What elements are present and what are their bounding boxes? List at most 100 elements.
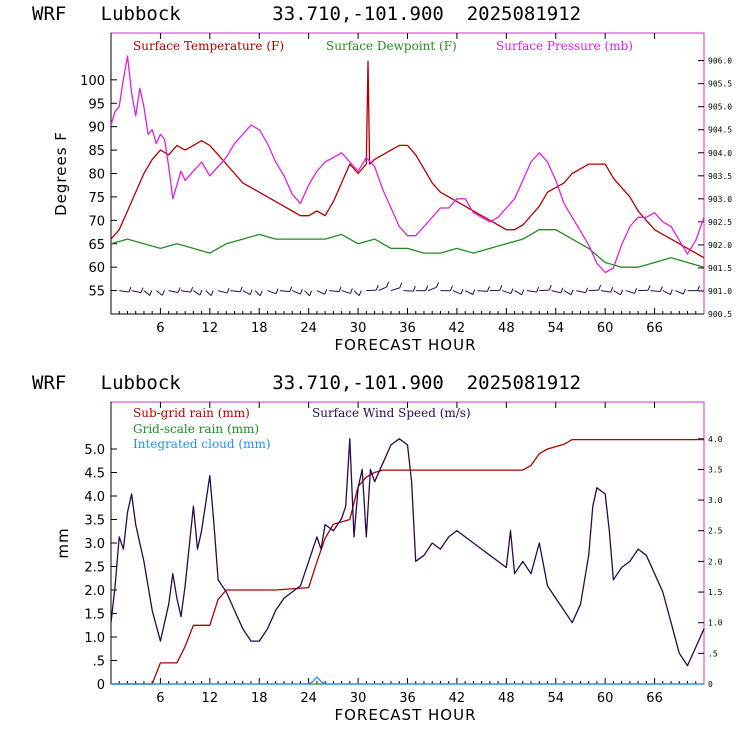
x-tick-label: 18	[251, 321, 268, 336]
coordinates: 33.710,-101.900	[272, 3, 444, 25]
wind-barb	[180, 290, 191, 293]
y-tick-label: 65	[88, 238, 105, 253]
wind-barb	[674, 290, 684, 295]
wind-barb-flag	[598, 284, 602, 291]
wind-barb-flag	[659, 286, 663, 292]
wind-barb	[341, 290, 351, 294]
series-line	[110, 55, 705, 274]
x-tick-label: 30	[350, 321, 367, 336]
wind-barb-flag	[697, 285, 700, 291]
wind-barb-flag	[472, 289, 476, 295]
y2-tick-label: 901.5	[708, 264, 732, 273]
precip-wind-chart: 6 12 18 24 30 36 42 48 54 60 66 0 .5 1.0 1.5 2.0 2.5 3.0 3…	[54, 401, 723, 724]
wind-barb-flag	[275, 288, 279, 294]
x-tick-label: 42	[449, 321, 466, 336]
y-tick-label: 3.0	[84, 537, 105, 552]
y2-tick-label: 1.0	[708, 619, 723, 628]
y2-tick-label: 0	[708, 680, 713, 689]
y2-tick-label: 906.0	[708, 57, 732, 66]
wind-barb-flag	[647, 285, 651, 291]
wind-barb	[378, 286, 387, 292]
y-tick-label: 55	[88, 285, 105, 300]
y2-tick-label: 902.5	[708, 218, 732, 227]
x-tick-label: 60	[597, 321, 614, 336]
x-axis-label: FORECAST HOUR	[334, 336, 476, 354]
wind-barb-flag	[682, 288, 686, 295]
y-tick-label: 75	[88, 191, 105, 206]
y2-tick-label: 3.5	[708, 465, 723, 474]
y2-tick-label: 903.5	[708, 172, 732, 181]
x-tick-label: 66	[646, 691, 663, 706]
series-line	[110, 438, 705, 667]
series-line	[110, 229, 705, 268]
x-tick-label: 48	[498, 691, 515, 706]
wind-barb	[131, 290, 142, 294]
y2-tick-label: 904.0	[708, 149, 732, 158]
wind-barb	[662, 290, 671, 295]
legend-entry: Grid-scale rain (mm)	[133, 422, 259, 436]
wind-barb-flag	[620, 289, 624, 295]
y-tick-label: 95	[88, 97, 105, 112]
y-tick-label: 2.0	[84, 584, 105, 599]
wind-barb	[551, 290, 562, 294]
y-tick-label: 1.5	[84, 608, 105, 623]
series-line	[110, 60, 705, 259]
wind-barb	[155, 290, 163, 296]
x-tick-label: 36	[399, 691, 416, 706]
wind-barb-flag	[324, 289, 328, 295]
legend-entry: Surface Dewpoint (F)	[326, 39, 457, 53]
wind-barb-flag	[199, 289, 203, 296]
legend-entry: Integrated cloud (mm)	[133, 437, 271, 451]
series-line	[111, 676, 704, 685]
y-tick-label: 100	[80, 74, 105, 89]
y-tick-label: 4.5	[84, 467, 105, 482]
wind-barb-flag	[239, 286, 243, 292]
y2-tick-label: 900.5	[708, 310, 732, 319]
x-tick-label: 12	[202, 321, 219, 336]
y-tick-label: 80	[88, 168, 105, 183]
wind-barb	[625, 290, 635, 294]
wind-barb-flag	[259, 290, 263, 296]
wind-barb	[452, 290, 462, 295]
y-tick-label: 70	[88, 214, 105, 229]
x-tick-label: 24	[300, 691, 317, 706]
wind-barb	[119, 290, 130, 293]
wind-barb-flag	[560, 287, 564, 294]
wind-barb-flag	[669, 289, 673, 295]
y-tick-label: 85	[88, 144, 105, 159]
station-name: Lubbock	[100, 372, 181, 394]
wind-barb-flag	[486, 286, 490, 292]
wind-barb	[168, 290, 179, 293]
y2-tick-label: 3.0	[708, 496, 723, 505]
y-tick-label: 5.0	[84, 443, 105, 458]
wind-barb	[366, 289, 377, 292]
wind-barb	[193, 290, 201, 296]
legend-entry: Surface Temperature (F)	[133, 39, 284, 53]
y2-tick-label: 905.5	[708, 80, 732, 89]
wind-barb-flag	[499, 285, 503, 291]
wind-barb	[613, 290, 621, 296]
wind-barb	[576, 290, 586, 294]
y-tick-label: 60	[88, 261, 105, 276]
y-tick-label: 90	[88, 121, 105, 136]
wind-barb-flag	[634, 288, 638, 294]
x-tick-label: 66	[646, 321, 663, 336]
y2-tick-label: 904.5	[708, 126, 732, 135]
wind-barb	[205, 290, 212, 296]
wind-barb	[217, 290, 228, 294]
wind-barb-flag	[210, 290, 214, 296]
wind-barb-flag	[460, 288, 464, 295]
wind-barb	[390, 287, 400, 292]
wind-barb	[230, 290, 241, 293]
wind-barb-flag	[521, 289, 525, 295]
wind-barb-flag	[249, 289, 253, 295]
y2-tick-label: 4.0	[708, 435, 723, 444]
y-tick-label: 2.5	[84, 561, 105, 576]
y-axis-label: mm	[54, 527, 72, 558]
wind-barb-flag	[548, 284, 552, 291]
x-tick-label: 6	[156, 321, 164, 336]
y-tick-label: 1.0	[84, 631, 105, 646]
x-tick-label: 6	[156, 691, 164, 706]
x-tick-label: 48	[498, 321, 515, 336]
x-tick-label: 54	[547, 321, 564, 336]
